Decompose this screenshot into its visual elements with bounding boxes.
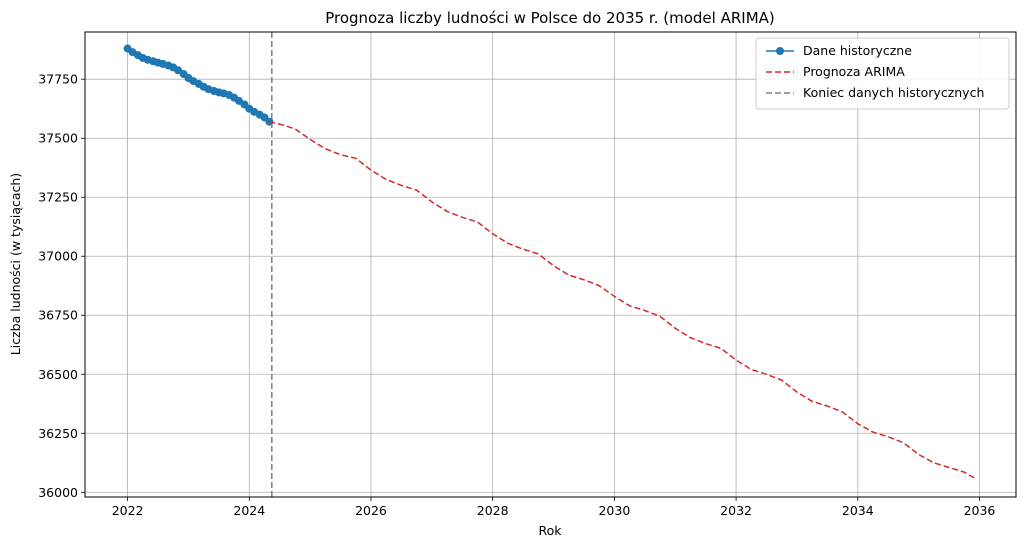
series-layer xyxy=(123,32,975,497)
x-axis-label: Rok xyxy=(538,523,562,538)
y-tick-label: 36750 xyxy=(38,308,78,323)
x-tick-label: 2026 xyxy=(355,503,387,518)
x-tick-label: 2036 xyxy=(964,503,996,518)
legend-historical-label: Dane historyczne xyxy=(803,43,912,58)
x-tick-label: 2028 xyxy=(477,503,509,518)
y-axis-label: Liczba ludności (w tysiącach) xyxy=(8,173,23,355)
grid xyxy=(85,32,1016,497)
chart-title: Prognoza liczby ludności w Polsce do 203… xyxy=(325,9,775,27)
y-tick-label: 36500 xyxy=(38,367,78,382)
ticks: 2022 2024 2026 2028 2030 2032 2034 2036 36000 362… xyxy=(38,72,995,518)
y-tick-label: 36000 xyxy=(38,485,78,500)
y-tick-label: 37750 xyxy=(38,72,78,87)
y-tick-label: 37000 xyxy=(38,249,78,264)
historical-data-point xyxy=(265,117,274,126)
x-tick-label: 2022 xyxy=(112,503,144,518)
y-tick-label: 37500 xyxy=(38,131,78,146)
legend-box xyxy=(755,37,1010,110)
x-tick-label: 2024 xyxy=(233,503,265,518)
legend-historical-marker xyxy=(776,47,784,55)
forecast-series-line xyxy=(269,120,975,479)
legend: Dane historyczne Prognoza ARIMA Koniec d… xyxy=(755,37,1010,110)
plot-frame xyxy=(84,31,1017,498)
legend-forecast-label: Prognoza ARIMA xyxy=(803,64,905,79)
y-tick-label: 37250 xyxy=(38,190,78,205)
x-tick-label: 2030 xyxy=(598,503,630,518)
legend-vline-label: Koniec danych historycznych xyxy=(803,85,984,100)
x-tick-label: 2034 xyxy=(842,503,874,518)
x-tick-label: 2032 xyxy=(720,503,752,518)
y-tick-label: 36250 xyxy=(38,426,78,441)
